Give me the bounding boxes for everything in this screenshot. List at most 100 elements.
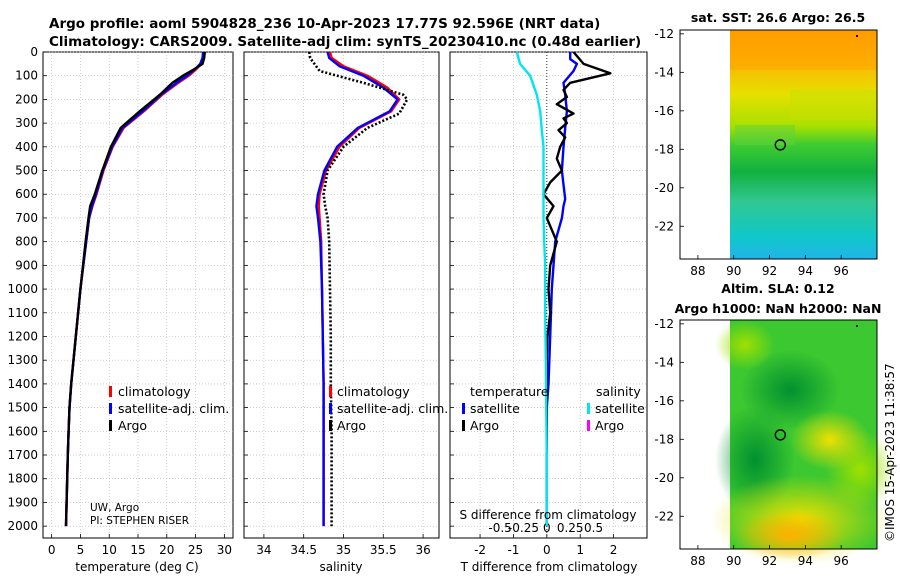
depth-tick-label: 2000 — [7, 519, 38, 533]
credit: ©IMOS 15-Apr-2023 11:38:57 — [883, 363, 897, 542]
depth-tick-label: 900 — [15, 258, 38, 272]
s-diff-tick-label: -0.25 — [508, 521, 539, 535]
legend-swatch-t-satellite — [462, 403, 465, 414]
legend-swatch-s-argo — [587, 420, 590, 431]
map-x-tick-label: 94 — [798, 264, 813, 278]
figure-subtitle: Climatology: CARS2009. Satellite-adj cli… — [49, 34, 641, 50]
legend-swatch-s-satellite — [587, 403, 590, 414]
legend-swatch-t-argo — [462, 420, 465, 431]
map-y-tick-label: -16 — [654, 394, 674, 408]
depth-tick-label: 800 — [15, 235, 38, 249]
salinity-legend: climatology satellite-adj. clim. Argo — [329, 384, 448, 433]
map-x-tick-label: 90 — [726, 264, 741, 278]
x-tick-label: 34 — [256, 543, 271, 557]
legend-argo: Argo — [118, 418, 147, 433]
map-y-tick-label: -14 — [654, 65, 674, 79]
x-tick-label: 2 — [610, 543, 618, 557]
sst-map-title: sat. SST: 26.6 Argo: 26.5 — [691, 10, 865, 25]
sla-map-title: Altim. SLA: 0.12 — [721, 281, 834, 296]
x-tick-label: 36 — [415, 543, 430, 557]
legend-swatch-satellite — [109, 403, 112, 414]
profile-location-marker — [774, 429, 786, 441]
series-line-satellite-adj-clim- — [315, 51, 399, 527]
s-diff-tick-label: -0.5 — [488, 521, 511, 535]
s-diff-xlabel: S difference from climatology — [460, 508, 637, 522]
corner-mark — [856, 325, 858, 327]
depth-tick-label: 200 — [15, 92, 38, 106]
legend-climatology: climatology — [337, 384, 410, 399]
depth-tick-label: 100 — [15, 69, 38, 83]
map-y-tick-label: -16 — [654, 104, 674, 118]
depth-tick-label: 600 — [15, 187, 38, 201]
legend-s-satellite: satellite — [595, 401, 645, 416]
depth-tick-label: 1700 — [7, 448, 38, 462]
figure-title: Argo profile: aoml 5904828_236 10-Apr-20… — [49, 16, 600, 32]
legend-swatch-argo — [109, 420, 112, 431]
depth-tick-label: 300 — [15, 116, 38, 130]
annotation-institution: UW, Argo — [90, 502, 139, 514]
depth-tick-label: 1500 — [7, 401, 38, 415]
map-frame — [679, 319, 878, 550]
depth-tick-label: 1100 — [7, 306, 38, 320]
difference-panel: -2 -1 0 1 2 -0.5-0.25 0 0.25 0.5 — [449, 51, 648, 557]
map-x-tick-label: 90 — [726, 554, 741, 568]
map-y-tick-label: -18 — [654, 142, 674, 156]
s-diff-tick-label: 0 — [543, 521, 551, 535]
s-diff-tick-label: 0.5 — [584, 521, 603, 535]
legend-s-argo: Argo — [595, 418, 624, 433]
map-x-tick-label: 88 — [690, 264, 705, 278]
salinity-xlabel: salinity — [319, 560, 362, 574]
series-line-argo — [308, 51, 409, 527]
legend-salinity-title: salinity — [596, 384, 641, 399]
temperature-panel: 0 5 10 15 20 25 30 — [42, 51, 234, 557]
map-y-tick-label: -12 — [654, 27, 674, 41]
x-tick-label: 34.5 — [290, 543, 317, 557]
plot-frame — [243, 51, 440, 539]
x-tick-label: 25 — [188, 543, 203, 557]
depth-tick-label: 1900 — [7, 495, 38, 509]
depth-tick-label: 500 — [15, 164, 38, 178]
depth-tick-label: 700 — [15, 211, 38, 225]
salinity-panel: 34 34.5 35 35.5 36 — [243, 51, 440, 557]
x-tick-label: 35 — [336, 543, 351, 557]
x-tick-label: 35.5 — [370, 543, 397, 557]
map-x-tick-label: 92 — [762, 554, 777, 568]
t-diff-xlabel: T difference from climatology — [460, 560, 638, 574]
depth-tick-label: 1400 — [7, 377, 38, 391]
depth-tick-label: 1800 — [7, 472, 38, 486]
legend-climatology: climatology — [118, 384, 191, 399]
corner-mark — [856, 35, 858, 37]
depth-axis: 0 100 200 300 400 500 600 700 800 900 1000 1100 1200… — [7, 45, 38, 533]
legend-satellite: satellite-adj. clim. — [337, 401, 448, 416]
map-y-tick-label: -22 — [654, 219, 674, 233]
x-tick-label: 10 — [102, 543, 117, 557]
map-x-tick-label: 96 — [834, 264, 849, 278]
x-tick-label: 30 — [217, 543, 232, 557]
sst-map: 88 90 92 94 96 -12 -14 -16 -18 -20 -22 — [654, 27, 878, 278]
s-diff-tick-label: 0.25 — [557, 521, 584, 535]
x-tick-label: 5 — [77, 543, 85, 557]
map-y-tick-label: -22 — [654, 509, 674, 523]
difference-legend: temperature salinity satellite Argo sate… — [462, 384, 645, 433]
legend-swatch-climatology — [329, 386, 332, 397]
temperature-legend: climatology satellite-adj. clim. Argo — [109, 384, 229, 433]
profile-location-marker — [774, 139, 786, 151]
sla-map: 88 90 92 94 96 -12 -14 -16 -18 -20 -22 — [654, 317, 895, 568]
x-tick-label: -2 — [474, 543, 486, 557]
map-y-tick-label: -20 — [654, 471, 674, 485]
map-y-tick-label: -12 — [654, 317, 674, 331]
x-tick-label: -1 — [507, 543, 519, 557]
depth-tick-label: 400 — [15, 140, 38, 154]
legend-satellite: satellite-adj. clim. — [118, 401, 229, 416]
temperature-xlabel: temperature (deg C) — [75, 560, 198, 574]
legend-t-argo: Argo — [470, 418, 499, 433]
map-x-tick-label: 94 — [798, 554, 813, 568]
map-x-tick-label: 88 — [690, 554, 705, 568]
map-y-tick-label: -20 — [654, 181, 674, 195]
legend-swatch-satellite — [329, 403, 332, 414]
depth-tick-label: 0 — [30, 45, 38, 59]
series-line-salinity-satellite — [515, 51, 548, 527]
legend-swatch-argo — [329, 420, 332, 431]
series-line-argo — [64, 51, 206, 527]
